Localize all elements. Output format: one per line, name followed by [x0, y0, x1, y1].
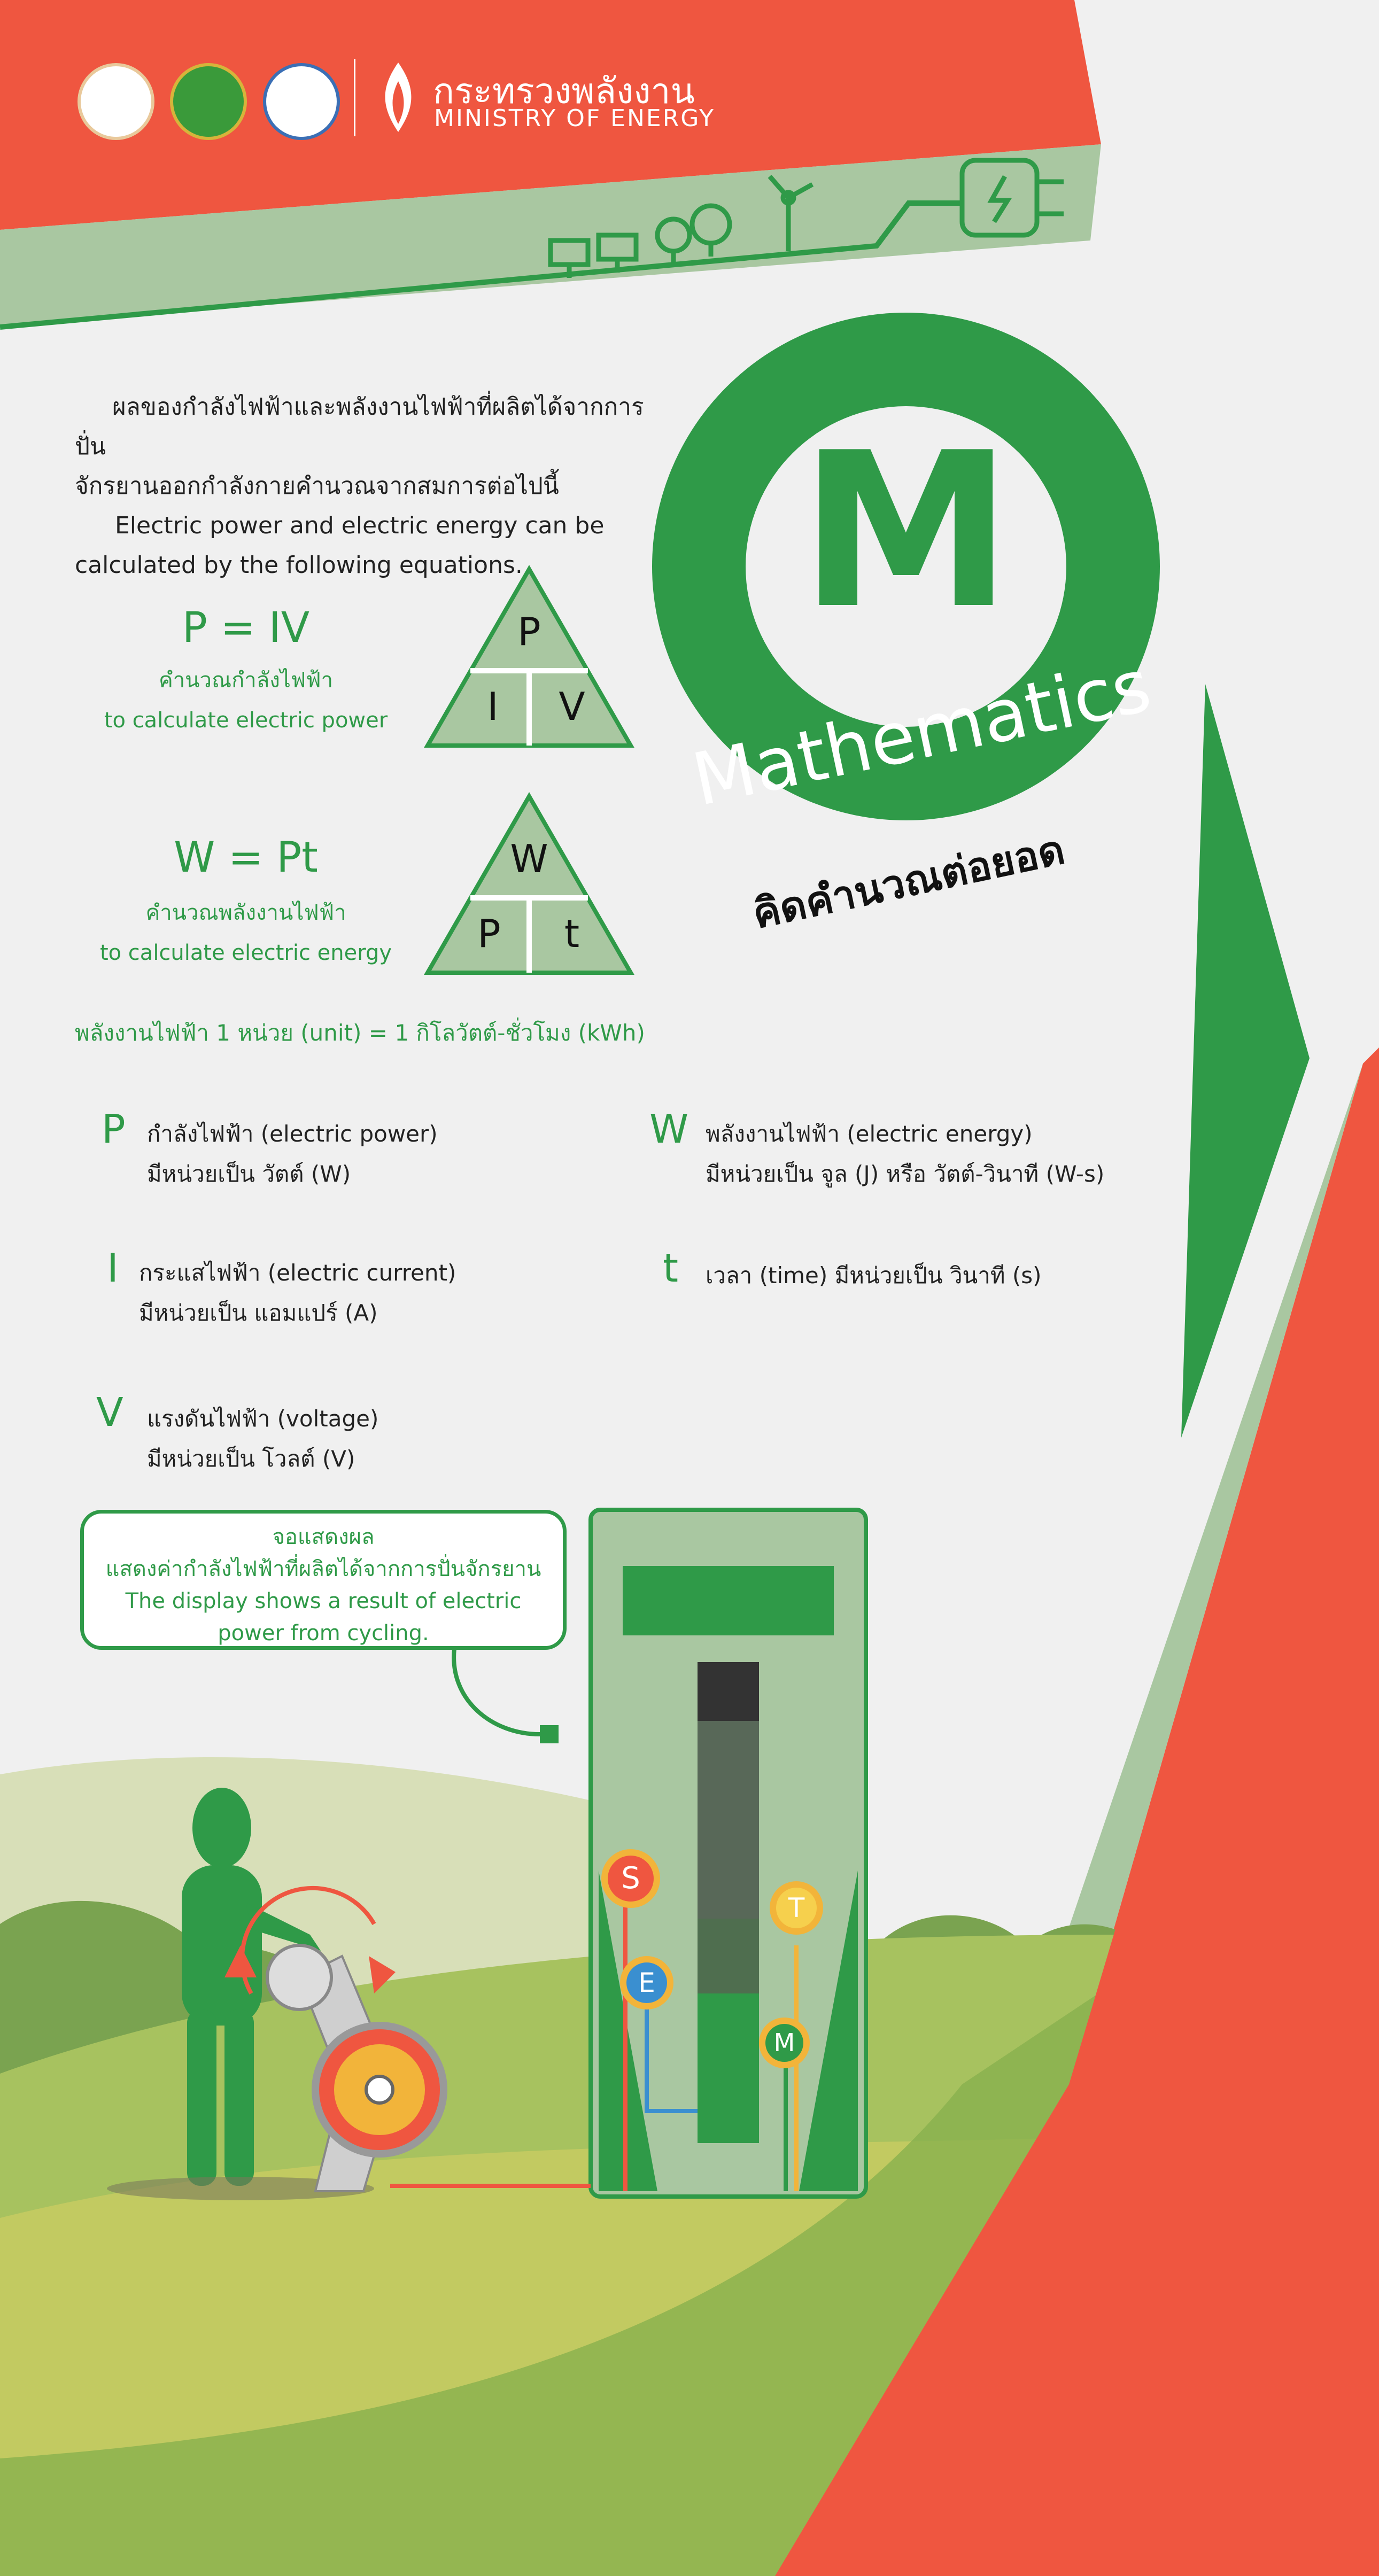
intro-thai-line1: ผลของกำลังไฟฟ้าและพลังงานไฟฟ้าที่ผลิตได้…	[75, 393, 644, 460]
header-divider	[354, 59, 355, 136]
def-W-line1: พลังงานไฟฟ้า (electric energy)	[706, 1121, 1033, 1147]
callout-title: จอแสดงผล	[272, 1525, 375, 1549]
def-V-symbol: V	[96, 1390, 123, 1436]
callout-en-line2: power from cycling.	[218, 1621, 429, 1646]
bulb-m-letter: M	[765, 2024, 803, 2062]
intro-en-line1: Electric power and electric energy can b…	[115, 512, 605, 539]
golden-emblem-logo	[170, 63, 247, 140]
ground-shadow	[107, 2177, 374, 2200]
power-formula: P = IV	[182, 604, 310, 652]
callout-thai: แสดงค่ากำลังไฟฟ้าที่ผลิตได้จากการปั่นจัก…	[105, 1557, 541, 1581]
def-P-line2: มีหน่วยเป็น วัตต์ (W)	[147, 1161, 351, 1187]
right-light-stripe	[1016, 1064, 1363, 2084]
front-green-slope	[0, 1977, 1122, 2576]
def-I-symbol: I	[107, 1245, 119, 1291]
generator-bike	[224, 1886, 591, 2192]
bulb-s-letter: S	[608, 1856, 654, 1902]
top-green-line	[0, 200, 962, 330]
tri-power-right: V	[559, 684, 585, 729]
energy-formula: W = Pt	[174, 834, 318, 882]
right-green-arrow	[1181, 684, 1310, 1438]
bottom-red-wedge	[775, 1048, 1379, 2576]
energy-thai: คำนวณพลังงานไฟฟ้า	[145, 901, 346, 925]
callout-en-line1: The display shows a result of electric	[125, 1589, 522, 1613]
def-P-symbol: P	[102, 1106, 126, 1152]
triangle-power	[424, 564, 634, 748]
bulb-m: M	[759, 2018, 810, 2068]
badge-letter: M	[799, 407, 1013, 656]
water-drop-logo	[263, 63, 340, 140]
top-green-stripe	[0, 144, 1101, 326]
eco-icons	[548, 158, 1064, 278]
flame-logo	[374, 60, 422, 135]
bulb-e: E	[620, 1956, 673, 2009]
intro-thai-line2: จักรยานออกกำลังกายคำนวณจากสมการต่อไปนี้	[75, 472, 559, 500]
bulb-t-letter: T	[776, 1888, 817, 1928]
unit-note: พลังงานไฟฟ้า 1 หน่วย (unit) = 1 กิโลวัตต…	[75, 1020, 645, 1046]
power-thai: คำนวณกำลังไฟฟ้า	[158, 668, 334, 693]
def-t-symbol: t	[663, 1245, 679, 1291]
def-I-line1: กระแสไฟฟ้า (electric current)	[139, 1260, 456, 1286]
def-W-symbol: W	[649, 1106, 689, 1152]
ministry-title-en: MINISTRY OF ENERGY	[434, 105, 716, 132]
def-V-line1: แรงดันไฟฟ้า (voltage)	[147, 1406, 379, 1432]
def-t-line1: เวลา (time) มีหน่วยเป็น วินาที (s)	[706, 1262, 1042, 1289]
bulb-t: T	[770, 1881, 823, 1935]
tri-energy-top: W	[510, 836, 548, 881]
callout-cable	[452, 1648, 540, 1736]
ministry-title-thai: กระทรวงพลังงาน	[433, 71, 695, 112]
def-I-line2: มีหน่วยเป็น แอมแปร์ (A)	[139, 1300, 378, 1326]
tri-energy-right: t	[564, 911, 580, 956]
def-V-line2: มีหน่วยเป็น โวลต์ (V)	[147, 1446, 355, 1472]
plug-icon	[540, 1725, 559, 1743]
cyclist-figure	[182, 1788, 321, 2186]
royal-emblem-logo	[78, 63, 154, 140]
energy-en: to calculate electric energy	[99, 941, 392, 965]
display-callout: จอแสดงผล แสดงค่ากำลังไฟฟ้าที่ผลิตได้จากก…	[80, 1510, 567, 1650]
power-en: to calculate electric power	[104, 708, 388, 733]
tri-power-top: P	[517, 609, 541, 654]
intro-en-line2: calculated by the following equations.	[75, 552, 523, 579]
bulb-s: S	[601, 1849, 660, 1908]
top-red-band	[0, 0, 1101, 230]
def-P-line1: กำลังไฟฟ้า (electric power)	[147, 1121, 438, 1147]
intro-text: ผลของกำลังไฟฟ้าและพลังงานไฟฟ้าที่ผลิตได้…	[75, 387, 673, 585]
triangle-energy	[424, 792, 634, 975]
m-badge-inner	[746, 406, 1066, 727]
tri-power-left: I	[487, 684, 499, 729]
bulb-e-letter: E	[626, 1962, 667, 2003]
tri-energy-left: P	[477, 911, 501, 956]
def-W-line2: มีหน่วยเป็น จูล (J) หรือ วัตต์-วินาที (W…	[706, 1161, 1105, 1187]
